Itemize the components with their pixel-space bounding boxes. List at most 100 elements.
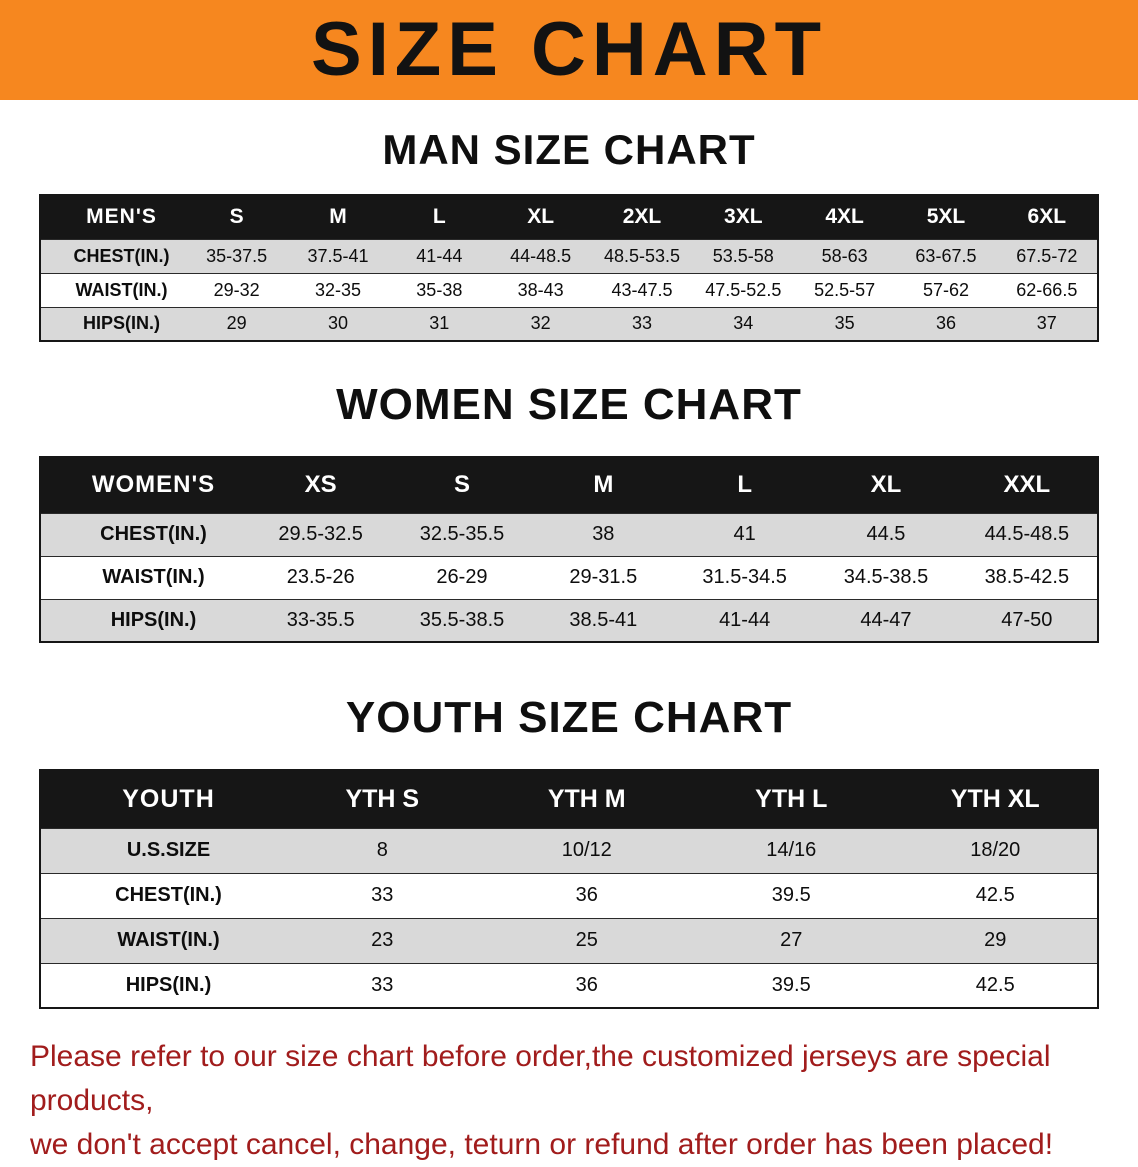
- size-value-cell: 33: [591, 306, 693, 341]
- size-header-cell: YTH S: [345, 784, 420, 813]
- size-value-cell: 34: [692, 306, 794, 341]
- size-header-cell: S: [453, 471, 470, 499]
- disclaimer-line-2: we don't accept cancel, change, teturn o…: [30, 1128, 1054, 1161]
- size-value-cell: 36: [484, 962, 689, 1008]
- men-waist-row: WAIST(IN.) 29-32 32-35 35-38 38-43 43-47…: [40, 272, 1098, 307]
- size-header-cell: YTH L: [755, 784, 828, 813]
- size-value-cell: 62-66.5: [996, 272, 1098, 307]
- women-table-title-cell: WOMEN'S: [91, 471, 216, 499]
- size-value-cell: 42.5: [893, 872, 1098, 918]
- measurement-label: HIPS(IN.): [40, 598, 250, 642]
- size-header-cell: YTH M: [547, 784, 626, 813]
- men-section-heading: MAN SIZE CHART: [382, 126, 756, 173]
- size-header-cell: L: [737, 471, 752, 499]
- size-value-cell: 44.5: [815, 512, 957, 556]
- size-value-cell: 43-47.5: [591, 272, 693, 307]
- size-value-cell: 25: [484, 917, 689, 963]
- size-header-cell: 6XL: [1027, 205, 1067, 229]
- size-header-cell: M: [593, 471, 614, 499]
- women-chest-row: CHEST(IN.) 29.5-32.5 32.5-35.5 38 41 44.…: [40, 512, 1098, 556]
- size-value-cell: 57-62: [895, 272, 997, 307]
- size-value-cell: 32.5-35.5: [391, 512, 533, 556]
- size-value-cell: 26-29: [391, 555, 533, 599]
- youth-table-header-row: YOUTH YTH S YTH M YTH L YTH XL: [40, 770, 1098, 828]
- size-header-cell: XS: [304, 471, 337, 499]
- size-value-cell: 38.5-41: [532, 598, 674, 642]
- size-header-cell: L: [432, 205, 446, 229]
- size-value-cell: 34.5-38.5: [815, 555, 957, 599]
- measurement-label: CHEST(IN.): [40, 238, 186, 273]
- youth-size-table: YOUTH YTH S YTH M YTH L YTH XL U.S.SIZE …: [39, 769, 1099, 1009]
- banner-title: SIZE CHART: [311, 7, 827, 92]
- size-value-cell: 44-47: [815, 598, 957, 642]
- men-size-table: MEN'S S M L XL 2XL 3XL 4XL 5XL 6XL CHEST…: [39, 194, 1099, 342]
- men-table-header-row: MEN'S S M L XL 2XL 3XL 4XL 5XL 6XL: [40, 195, 1098, 239]
- size-value-cell: 29: [893, 917, 1098, 963]
- size-value-cell: 33: [280, 962, 485, 1008]
- size-value-cell: 31.5-34.5: [673, 555, 816, 599]
- size-header-cell: XL: [870, 471, 902, 499]
- size-value-cell: 36: [895, 306, 997, 341]
- size-value-cell: 30: [287, 306, 389, 341]
- youth-table-title-cell: YOUTH: [122, 784, 215, 813]
- size-chart-banner: SIZE CHART: [0, 0, 1138, 100]
- size-header-cell: 3XL: [724, 205, 763, 229]
- size-value-cell: 33-35.5: [250, 598, 392, 642]
- size-value-cell: 37.5-41: [287, 238, 389, 273]
- disclaimer-line-1: Please refer to our size chart before or…: [30, 1040, 1051, 1117]
- size-value-cell: 41-44: [388, 238, 490, 273]
- youth-ussize-row: U.S.SIZE 8 10/12 14/16 18/20: [40, 827, 1098, 873]
- size-value-cell: 35-37.5: [186, 238, 288, 273]
- measurement-label: U.S.SIZE: [40, 827, 280, 873]
- size-value-cell: 44-48.5: [489, 238, 592, 273]
- size-value-cell: 23: [280, 917, 485, 963]
- size-value-cell: 37: [996, 306, 1098, 341]
- size-value-cell: 39.5: [689, 872, 894, 918]
- measurement-label: WAIST(IN.): [40, 555, 250, 599]
- youth-chest-row: CHEST(IN.) 33 36 39.5 42.5: [40, 872, 1098, 918]
- size-header-cell: 4XL: [825, 205, 864, 229]
- size-value-cell: 52.5-57: [793, 272, 896, 307]
- size-header-cell: XXL: [1003, 471, 1051, 499]
- size-header-cell: 2XL: [622, 205, 662, 229]
- size-header-cell: YTH XL: [950, 784, 1040, 813]
- size-value-cell: 14/16: [689, 827, 894, 873]
- size-header-cell: M: [329, 205, 347, 229]
- size-value-cell: 29: [186, 306, 288, 341]
- size-value-cell: 44.5-48.5: [956, 512, 1098, 556]
- disclaimer-text: Please refer to our size chart before or…: [0, 1035, 1138, 1167]
- size-value-cell: 36: [484, 872, 689, 918]
- size-value-cell: 35-38: [388, 272, 490, 307]
- size-value-cell: 38-43: [489, 272, 592, 307]
- size-value-cell: 58-63: [793, 238, 896, 273]
- measurement-label: CHEST(IN.): [40, 512, 250, 556]
- size-value-cell: 41: [673, 512, 816, 556]
- size-value-cell: 38: [532, 512, 674, 556]
- size-header-cell: XL: [527, 205, 555, 229]
- size-value-cell: 35.5-38.5: [391, 598, 533, 642]
- size-value-cell: 8: [280, 827, 485, 873]
- measurement-label: HIPS(IN.): [40, 306, 186, 341]
- women-size-table: WOMEN'S XS S M L XL XXL CHEST(IN.) 29.5-…: [39, 456, 1099, 643]
- size-value-cell: 39.5: [689, 962, 894, 1008]
- size-value-cell: 32-35: [287, 272, 389, 307]
- youth-waist-row: WAIST(IN.) 23 25 27 29: [40, 917, 1098, 963]
- size-header-cell: S: [229, 205, 244, 229]
- men-hips-row: HIPS(IN.) 29 30 31 32 33 34 35 36 37: [40, 306, 1098, 341]
- size-value-cell: 10/12: [484, 827, 689, 873]
- size-value-cell: 48.5-53.5: [591, 238, 693, 273]
- size-value-cell: 33: [280, 872, 485, 918]
- women-hips-row: HIPS(IN.) 33-35.5 35.5-38.5 38.5-41 41-4…: [40, 598, 1098, 642]
- size-value-cell: 53.5-58: [692, 238, 794, 273]
- size-value-cell: 35: [793, 306, 896, 341]
- measurement-label: WAIST(IN.): [40, 272, 186, 307]
- size-value-cell: 23.5-26: [250, 555, 392, 599]
- women-section-heading: WOMEN SIZE CHART: [336, 380, 802, 429]
- youth-hips-row: HIPS(IN.) 33 36 39.5 42.5: [40, 962, 1098, 1008]
- size-value-cell: 47-50: [956, 598, 1098, 642]
- size-value-cell: 27: [689, 917, 894, 963]
- size-header-cell: 5XL: [926, 205, 966, 229]
- size-value-cell: 38.5-42.5: [956, 555, 1098, 599]
- size-value-cell: 29-31.5: [532, 555, 674, 599]
- size-value-cell: 31: [388, 306, 490, 341]
